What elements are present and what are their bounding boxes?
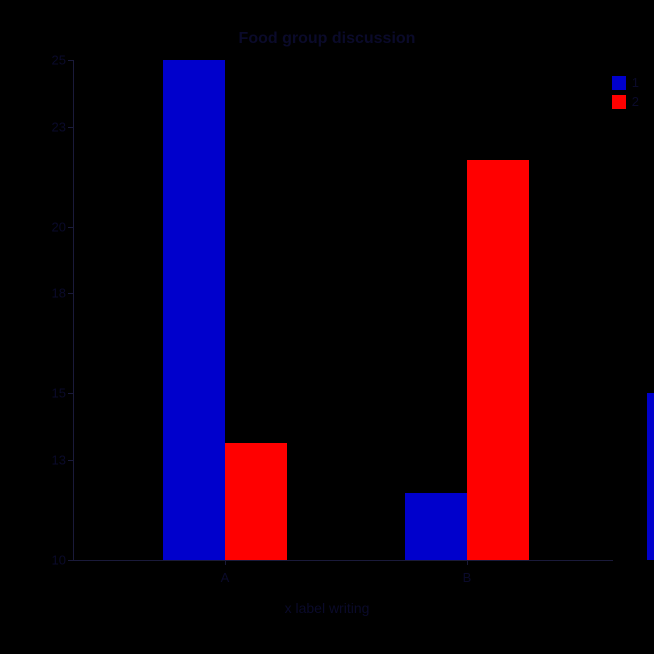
bar [405, 493, 467, 560]
bar [467, 160, 529, 560]
y-tick-label: 20 [52, 219, 66, 234]
x-tick [225, 560, 226, 565]
x-tick-label: A [221, 570, 230, 585]
y-tick [68, 60, 73, 61]
legend-item: 2 [612, 94, 639, 109]
x-axis-title: x label writing [285, 600, 370, 616]
chart-container: Food group discussion 10131518202325 ABC… [0, 0, 654, 654]
y-tick [68, 560, 73, 561]
x-axis [73, 560, 613, 561]
bar [225, 443, 287, 560]
y-tick-label: 13 [52, 453, 66, 468]
y-tick [68, 460, 73, 461]
legend-label: 1 [632, 75, 639, 90]
x-tick-label: B [463, 570, 472, 585]
legend-swatch-2 [612, 95, 626, 109]
y-axis [73, 60, 74, 560]
y-tick [68, 393, 73, 394]
y-tick-label: 10 [52, 553, 66, 568]
y-tick-label: 15 [52, 386, 66, 401]
legend-swatch-1 [612, 76, 626, 90]
legend: 1 2 [612, 75, 639, 113]
y-tick [68, 293, 73, 294]
x-tick [467, 560, 468, 565]
chart-title: Food group discussion [239, 30, 416, 48]
bar [163, 60, 225, 560]
y-tick [68, 127, 73, 128]
y-tick-label: 18 [52, 286, 66, 301]
legend-label: 2 [632, 94, 639, 109]
y-tick-label: 25 [52, 53, 66, 68]
bar [647, 393, 654, 560]
legend-item: 1 [612, 75, 639, 90]
y-tick-label: 23 [52, 119, 66, 134]
y-tick [68, 227, 73, 228]
